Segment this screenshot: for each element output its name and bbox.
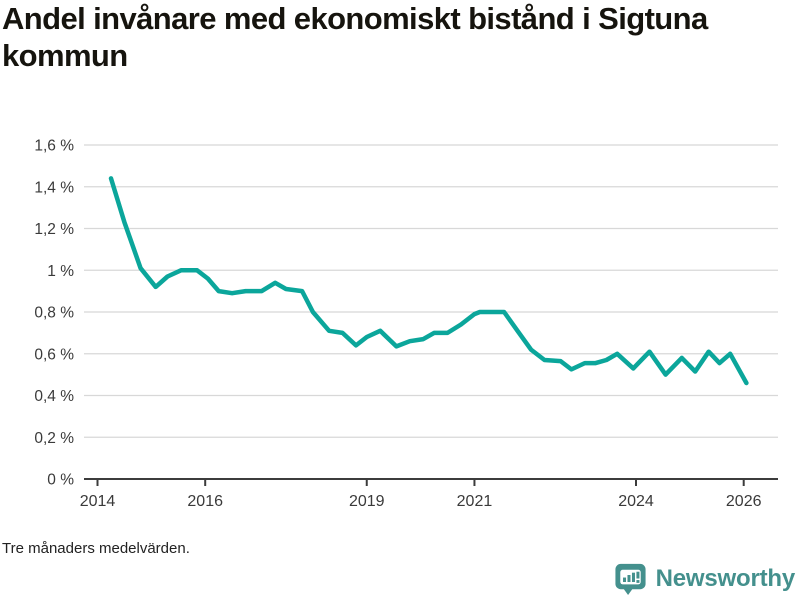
- x-axis-tick-label: 2016: [187, 493, 223, 510]
- newsworthy-logo[interactable]: Newsworthy: [613, 561, 795, 597]
- data-line: [108, 176, 749, 386]
- newsworthy-wordmark: Newsworthy: [655, 565, 796, 592]
- x-axis-tick-label: 2026: [726, 493, 762, 510]
- y-axis-tick-label: 1 %: [47, 263, 74, 280]
- bar-chart-speech-bubble-icon: [615, 563, 646, 596]
- y-axis-tick-label: 1,6 %: [34, 138, 74, 155]
- x-axis-tick-label: 2014: [80, 493, 116, 510]
- y-axis-tick-label: 0 %: [47, 472, 74, 489]
- page-title: Andel invånare med ekonomiskt bistånd i …: [2, 1, 708, 73]
- chart-footnote: Tre månaders medelvärden.: [2, 540, 190, 557]
- x-axis-tick-label: 2024: [618, 493, 654, 510]
- x-axis-tick-label: 2021: [457, 493, 493, 510]
- x-axis-tick-label: 2019: [349, 493, 385, 510]
- y-axis-tick-label: 0,2 %: [34, 430, 74, 447]
- y-axis-tick-label: 0,4 %: [34, 388, 74, 405]
- y-axis-tick-label: 1,2 %: [34, 221, 74, 238]
- y-axis-tick-label: 1,4 %: [34, 179, 74, 196]
- y-axis-tick-label: 0,8 %: [34, 305, 74, 322]
- y-axis-tick-label: 0,6 %: [34, 346, 74, 363]
